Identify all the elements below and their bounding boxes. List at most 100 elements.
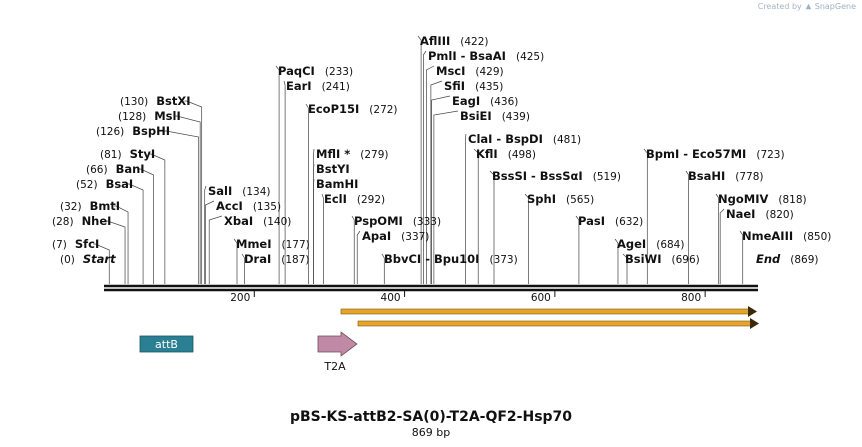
site-label-naei[interactable]: NaeI (820) — [726, 207, 794, 221]
site-label-sali[interactable]: SalI (134) — [208, 184, 271, 198]
leader-line-aflIII — [417, 35, 422, 284]
site-label-msci[interactable]: MscI (429) — [436, 64, 504, 78]
leader-line-bmti — [114, 205, 129, 284]
site-label-bpmi[interactable]: BpmI - Eco57MI (723) — [646, 147, 785, 161]
site-label-bstxi[interactable]: (130) BstXI — [120, 94, 191, 108]
site-label-sfii[interactable]: SfiI (435) — [444, 79, 503, 93]
site-label-kfli[interactable]: KflI (498) — [476, 147, 536, 161]
leader-line-kfli — [473, 148, 479, 284]
site-name: BamHI — [316, 177, 358, 191]
site-label-bsiei[interactable]: BsiEI (439) — [460, 109, 530, 123]
site-label-ecop15i[interactable]: EcoP15I (272) — [308, 102, 398, 116]
site-label-bmti[interactable]: (32) BmtI — [60, 199, 120, 213]
site-name: BsiEI — [460, 109, 492, 123]
site-position: (28) — [52, 216, 74, 228]
site-label-msli[interactable]: (128) MslI — [118, 109, 181, 123]
leader-line-eari — [283, 80, 286, 284]
site-position: (565) — [566, 194, 594, 206]
site-label-styi[interactable]: (81) StyI — [100, 147, 155, 161]
site-label-end[interactable]: End (869) — [756, 252, 819, 266]
leader-line-clai — [465, 133, 467, 284]
site-label-paqci[interactable]: PaqCI (233) — [278, 64, 353, 78]
site-label-bani[interactable]: (66) BanI — [86, 162, 145, 176]
site-position: (481) — [553, 134, 581, 146]
site-label-apai[interactable]: ApaI (337) — [362, 229, 429, 243]
site-label-bbvci[interactable]: BbvCI - Bpu10I (373) — [384, 252, 518, 266]
leader-line-acci — [205, 200, 215, 284]
site-label-sphi[interactable]: SphI (565) — [527, 192, 594, 206]
site-label-pmli[interactable]: PmlI - BsaAI (425) — [428, 49, 544, 63]
leader-line-sfii — [430, 80, 443, 284]
site-name: PmlI - BsaAI — [428, 49, 506, 63]
site-label-pasi[interactable]: PasI (632) — [578, 214, 643, 228]
site-name: BspHI — [132, 124, 170, 138]
site-label-drai[interactable]: DraI (187) — [244, 252, 310, 266]
site-position: (187) — [281, 254, 309, 266]
site-label-mfli[interactable]: MflI * (279) — [316, 147, 389, 161]
site-label-start[interactable]: (0) Start — [60, 252, 116, 266]
site-label-clai[interactable]: ClaI - BspDI (481) — [468, 132, 581, 146]
site-label-eari[interactable]: EarI (241) — [286, 79, 350, 93]
t2a-feature[interactable]: T2A — [317, 331, 358, 373]
site-position: (7) — [52, 239, 67, 251]
site-position: (52) — [76, 179, 98, 191]
site-position: (128) — [118, 111, 146, 123]
site-label-ngomiv[interactable]: NgoMIV (818) — [718, 192, 807, 206]
leader-line-agei — [614, 238, 619, 284]
site-label-xbai[interactable]: XbaI (140) — [224, 214, 291, 228]
site-name: SfcI — [75, 237, 99, 251]
site-label-nhei[interactable]: (28) NheI — [52, 214, 111, 228]
attB-feature[interactable]: attB — [139, 335, 194, 353]
orf-1[interactable] — [340, 306, 757, 317]
site-name: MmeI — [236, 237, 272, 251]
site-label-nmeaiii[interactable]: NmeAIII (850) — [742, 229, 831, 243]
site-name: BpmI - Eco57MI — [646, 147, 746, 161]
site-name: BstYI — [316, 162, 350, 176]
site-label-acci[interactable]: AccI (135) — [216, 199, 281, 213]
site-label-aflIII[interactable]: AflIII (422) — [420, 34, 489, 48]
site-position: (820) — [765, 209, 793, 221]
site-label-agei[interactable]: AgeI (684) — [617, 237, 684, 251]
site-name: BbvCI - Bpu10I — [384, 252, 479, 266]
site-position: (723) — [756, 149, 784, 161]
site-position: (439) — [502, 111, 530, 123]
site-position: (81) — [100, 149, 122, 161]
site-position: (292) — [357, 194, 385, 206]
site-name: NmeAIII — [742, 229, 793, 243]
orf-2[interactable] — [357, 318, 759, 329]
leader-line-bpmi — [643, 148, 648, 284]
site-label-bsiwi[interactable]: BsiWI (696) — [625, 252, 700, 266]
leader-line-styi — [149, 153, 166, 284]
site-name: End — [756, 252, 781, 266]
ruler-tick-label: 600 — [531, 292, 551, 304]
site-label-bamhi[interactable]: BamHI — [316, 177, 358, 191]
t2a-label: T2A — [323, 360, 346, 373]
site-label-bsssi[interactable]: BssSI - BssSαI (519) — [492, 169, 621, 183]
leader-line-apai — [356, 230, 361, 284]
site-name: AccI — [216, 199, 243, 213]
site-label-bsai[interactable]: (52) BsaI — [76, 177, 133, 191]
attB-label: attB — [155, 338, 178, 351]
site-position: (850) — [803, 231, 831, 243]
leader-line-bstxi — [184, 100, 203, 284]
site-position: (696) — [672, 254, 700, 266]
site-label-bsahi[interactable]: BsaHI (778) — [688, 169, 764, 183]
site-label-bstyi[interactable]: BstYI — [316, 162, 350, 176]
site-label-pspomi[interactable]: PspOMI (333) — [354, 214, 441, 228]
site-label-bsphi[interactable]: (126) BspHI — [96, 124, 170, 138]
leader-line-msli — [174, 115, 201, 284]
site-position: (778) — [735, 171, 763, 183]
site-label-ecli[interactable]: EclI (292) — [324, 192, 385, 206]
site-label-mmei[interactable]: MmeI (177) — [236, 237, 310, 251]
site-position: (519) — [593, 171, 621, 183]
site-name: PspOMI — [354, 214, 403, 228]
site-position: (429) — [475, 66, 503, 78]
site-label-sfci[interactable]: (7) SfcI — [52, 237, 99, 251]
site-position: (498) — [508, 149, 536, 161]
watermark-created-by: Created by — [757, 2, 802, 11]
ruler-tick-label: 200 — [230, 292, 250, 304]
site-name: NgoMIV — [718, 192, 768, 206]
site-label-eagi[interactable]: EagI (436) — [452, 94, 518, 108]
site-position: (134) — [242, 186, 270, 198]
